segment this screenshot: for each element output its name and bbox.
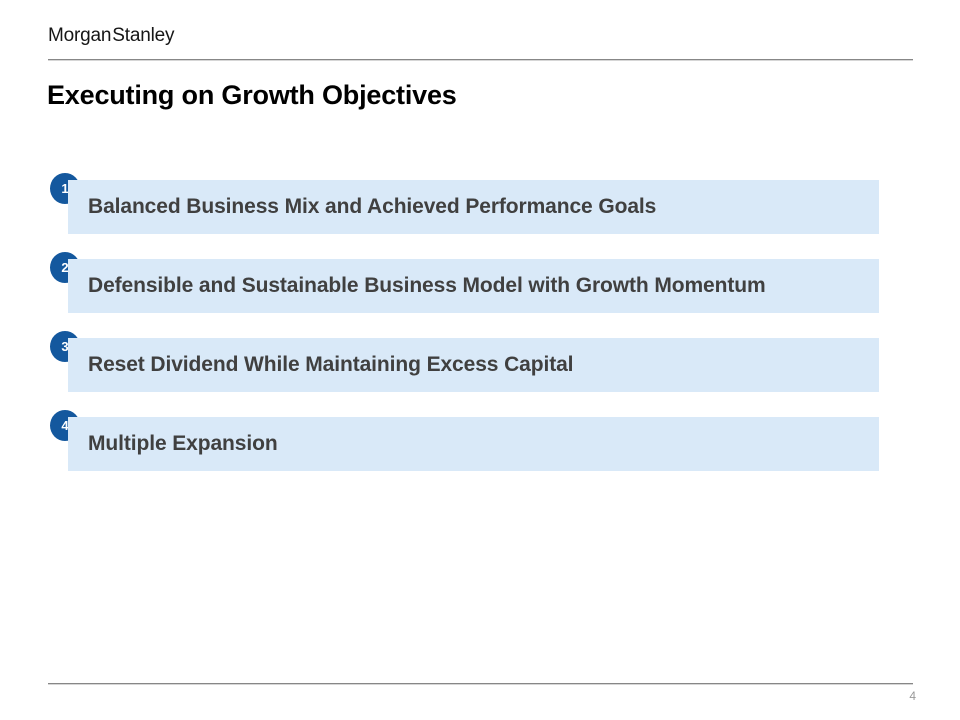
objective-bar: Reset Dividend While Maintaining Excess … xyxy=(68,338,879,392)
item-number: 1 xyxy=(61,181,69,196)
footer-divider xyxy=(48,683,913,685)
page-number: 4 xyxy=(909,689,916,703)
item-number: 2 xyxy=(61,260,69,275)
item-number: 3 xyxy=(61,339,69,354)
objective-bar: Defensible and Sustainable Business Mode… xyxy=(68,259,879,313)
objective-label: Defensible and Sustainable Business Mode… xyxy=(88,274,766,297)
objective-label: Balanced Business Mix and Achieved Perfo… xyxy=(88,195,657,218)
objective-label: Multiple Expansion xyxy=(88,432,278,455)
page-title: Executing on Growth Objectives xyxy=(47,80,457,110)
objective-bar: Multiple Expansion xyxy=(68,417,879,471)
brand-logo: Morgan Stanley xyxy=(48,25,175,46)
item-number: 4 xyxy=(61,418,69,433)
objective-label: Reset Dividend While Maintaining Excess … xyxy=(88,353,574,376)
objective-bar: Balanced Business Mix and Achieved Perfo… xyxy=(68,180,879,234)
item-number-badge: 2 xyxy=(48,250,82,285)
header-divider xyxy=(48,59,913,61)
